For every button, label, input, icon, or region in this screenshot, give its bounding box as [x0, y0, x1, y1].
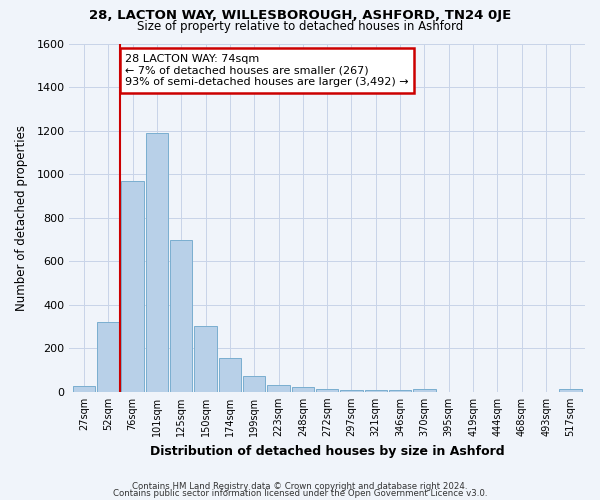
- Bar: [121, 181, 144, 392]
- Bar: [559, 388, 581, 392]
- Text: Contains public sector information licensed under the Open Government Licence v3: Contains public sector information licen…: [113, 488, 487, 498]
- Bar: [316, 388, 338, 392]
- Text: Size of property relative to detached houses in Ashford: Size of property relative to detached ho…: [137, 20, 463, 33]
- Text: 28 LACTON WAY: 74sqm
← 7% of detached houses are smaller (267)
93% of semi-detac: 28 LACTON WAY: 74sqm ← 7% of detached ho…: [125, 54, 409, 87]
- Bar: [389, 390, 412, 392]
- Bar: [170, 240, 193, 392]
- Bar: [340, 390, 362, 392]
- Bar: [218, 358, 241, 392]
- Bar: [243, 376, 265, 392]
- Bar: [365, 390, 387, 392]
- Bar: [146, 133, 168, 392]
- Text: Contains HM Land Registry data © Crown copyright and database right 2024.: Contains HM Land Registry data © Crown c…: [132, 482, 468, 491]
- Bar: [268, 386, 290, 392]
- Bar: [194, 326, 217, 392]
- Bar: [97, 322, 119, 392]
- Bar: [413, 388, 436, 392]
- Bar: [292, 388, 314, 392]
- Bar: [73, 386, 95, 392]
- Text: 28, LACTON WAY, WILLESBOROUGH, ASHFORD, TN24 0JE: 28, LACTON WAY, WILLESBOROUGH, ASHFORD, …: [89, 9, 511, 22]
- X-axis label: Distribution of detached houses by size in Ashford: Distribution of detached houses by size …: [150, 444, 505, 458]
- Y-axis label: Number of detached properties: Number of detached properties: [15, 125, 28, 311]
